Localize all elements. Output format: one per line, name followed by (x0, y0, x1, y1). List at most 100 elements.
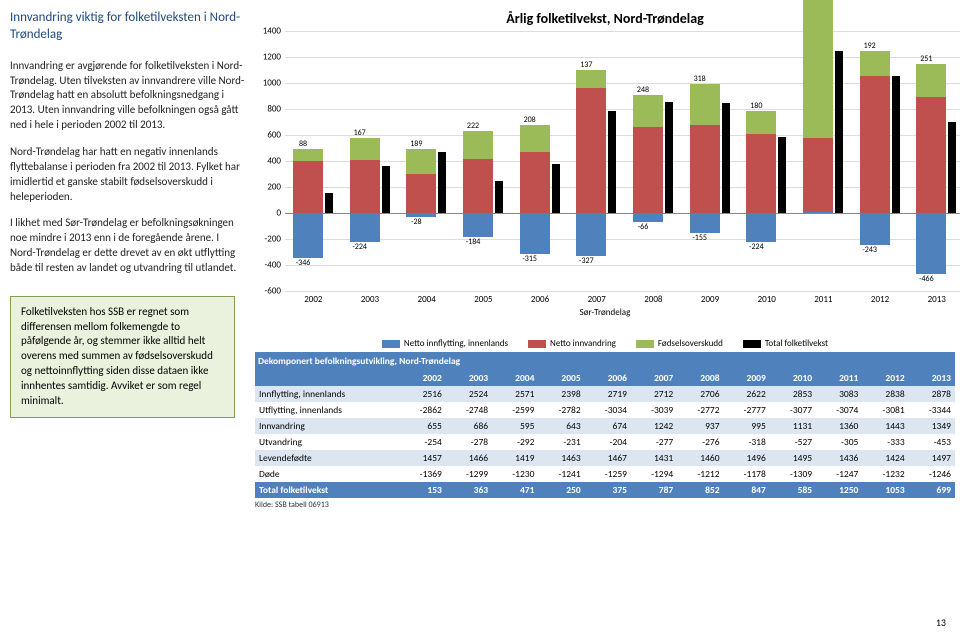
bar-value-label: -243 (860, 245, 880, 255)
table-cell: 1496 (724, 450, 770, 466)
table-cell: 1242 (631, 418, 677, 434)
table-cell: -254 (400, 434, 446, 450)
table-total-cell: 250 (538, 482, 584, 498)
left-column: Innvandring viktig for folketilveksten i… (10, 10, 245, 510)
bar-value-label: 251 (916, 54, 936, 64)
table-cell: -453 (909, 434, 955, 450)
table-cell: -3077 (770, 402, 816, 418)
bar-segment (690, 213, 720, 233)
table-year-header: 2005 (538, 370, 584, 386)
table-total-cell: 585 (770, 482, 816, 498)
bar-value-label: 180 (746, 101, 766, 111)
bar-value-label: -66 (633, 222, 653, 232)
bar-value-label: -224 (746, 242, 766, 252)
table-cell: 2719 (585, 386, 631, 402)
x-tick: 2012 (852, 294, 909, 305)
bar-value-label: 137 (576, 60, 596, 70)
x-tick: 2005 (455, 294, 512, 305)
table-year-header: 2010 (770, 370, 816, 386)
bar-value-label: 208 (520, 115, 540, 125)
bar-segment (576, 88, 606, 213)
table-cell: -1309 (770, 466, 816, 482)
right-column: Årlig folketilvekst, Nord-Trøndelag -600… (255, 10, 955, 510)
bar-segment (350, 160, 380, 213)
bar-value-label: 248 (633, 85, 653, 95)
table-cell: 1131 (770, 418, 816, 434)
y-tick: 1200 (253, 52, 281, 63)
y-tick: -600 (253, 286, 281, 297)
y-tick: 0 (253, 208, 281, 219)
legend-item: Netto innflytting, innenlands (382, 338, 508, 349)
bar-value-label: -184 (463, 237, 483, 247)
table-cell: -2777 (724, 402, 770, 418)
x-tick: 2008 (625, 294, 682, 305)
table-cell: 686 (446, 418, 492, 434)
paragraph: Nord-Trøndelag har hatt en negativ innen… (10, 145, 245, 204)
table-cell: -3344 (909, 402, 955, 418)
table-row-label: Innflytting, innenlands (255, 386, 400, 402)
bar-total (438, 152, 446, 213)
x-tick: 2009 (682, 294, 739, 305)
table-total-cell: 787 (631, 482, 677, 498)
bar-value-label: -466 (916, 274, 936, 284)
table-cell: -3039 (631, 402, 677, 418)
table-title: Dekomponert befolkningsutvikling, Nord-T… (255, 352, 955, 370)
bar-segment (860, 213, 890, 245)
table-cell: -1299 (446, 466, 492, 482)
bar-value-label: -346 (293, 258, 313, 268)
table-cell: 2622 (724, 386, 770, 402)
x-tick: 2002 (285, 294, 342, 305)
table-cell: -231 (538, 434, 584, 450)
table-cell: -1212 (677, 466, 723, 482)
table-cell: 1419 (492, 450, 538, 466)
table-year-header: 2002 (400, 370, 446, 386)
table-cell: -3081 (862, 402, 908, 418)
table-cell: -333 (862, 434, 908, 450)
bar-segment (463, 159, 493, 213)
table-cell: 2524 (446, 386, 492, 402)
bar-segment (406, 213, 436, 217)
table-row-label: Innvandring (255, 418, 400, 434)
bar-segment (406, 149, 436, 174)
data-table: Dekomponert befolkningsutvikling, Nord-T… (255, 352, 955, 498)
chart-plot-area: -600-400-2000200400600800100012001400-34… (285, 31, 960, 291)
bar-segment (803, 212, 833, 213)
bar-value-label: -315 (520, 254, 540, 264)
table-year-header: 2009 (724, 370, 770, 386)
table-cell: 1431 (631, 450, 677, 466)
bar-segment (463, 131, 493, 160)
bar-value-label: -224 (350, 242, 370, 252)
table-cell: 2516 (400, 386, 446, 402)
table-cell: 1495 (770, 450, 816, 466)
y-tick: -200 (253, 234, 281, 245)
table-cell: 937 (677, 418, 723, 434)
bar-segment (803, 0, 833, 138)
x-tick: 2003 (342, 294, 399, 305)
bar-segment (633, 127, 663, 213)
table-year-header: 2008 (677, 370, 723, 386)
table-cell: -1232 (862, 466, 908, 482)
note-box: Folketilveksten hos SSB er regnet som di… (10, 296, 235, 418)
table-total-cell: 847 (724, 482, 770, 498)
bar-segment (803, 138, 833, 212)
table-cell: 1436 (816, 450, 862, 466)
bar-segment (916, 97, 946, 213)
table-row-label: Utvandring (255, 434, 400, 450)
table-cell: 655 (400, 418, 446, 434)
table-total-cell: 153 (400, 482, 446, 498)
bar-value-label: -28 (406, 217, 426, 227)
data-table-wrap: Dekomponert befolkningsutvikling, Nord-T… (255, 352, 955, 510)
bar-segment (690, 84, 720, 125)
table-source: Kilde: SSB tabell 06913 (255, 500, 955, 510)
bar-total (552, 164, 560, 213)
y-tick: -400 (253, 260, 281, 271)
table-total-cell: 852 (677, 482, 723, 498)
bar-segment (293, 213, 323, 258)
bar-value-label: 222 (463, 121, 483, 131)
bar-total (892, 76, 900, 213)
table-cell: 1460 (677, 450, 723, 466)
bar-segment (520, 152, 550, 213)
table-cell: 2838 (862, 386, 908, 402)
y-tick: 1000 (253, 78, 281, 89)
table-cell: -1247 (816, 466, 862, 482)
